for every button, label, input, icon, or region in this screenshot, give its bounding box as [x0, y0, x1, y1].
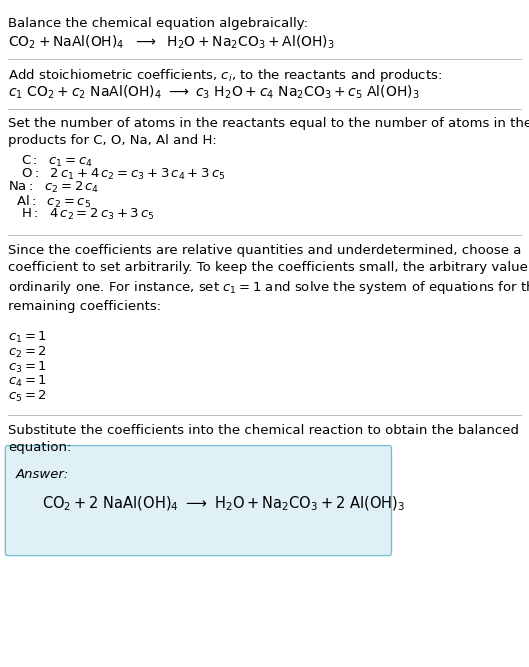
- FancyBboxPatch shape: [5, 446, 391, 556]
- Text: $\mathrm{CO_2 + NaAl(OH)_4 \ \ \longrightarrow \ \ H_2O + Na_2CO_3 + Al(OH)_3}$: $\mathrm{CO_2 + NaAl(OH)_4 \ \ \longrigh…: [8, 33, 335, 51]
- Text: $c_1\ \mathrm{CO_2} + c_2\ \mathrm{NaAl(OH)_4}\ \longrightarrow\ c_3\ \mathrm{H_: $c_1\ \mathrm{CO_2} + c_2\ \mathrm{NaAl(…: [8, 83, 419, 101]
- Text: $c_4 = 1$: $c_4 = 1$: [8, 374, 47, 390]
- Text: Add stoichiometric coefficients, $c_i$, to the reactants and products:: Add stoichiometric coefficients, $c_i$, …: [8, 67, 442, 84]
- Text: $\mathrm{Al:}\ \ c_2 = c_5$: $\mathrm{Al:}\ \ c_2 = c_5$: [16, 193, 91, 209]
- Text: Balance the chemical equation algebraically:: Balance the chemical equation algebraica…: [8, 17, 308, 30]
- Text: Since the coefficients are relative quantities and underdetermined, choose a
coe: Since the coefficients are relative quan…: [8, 244, 529, 313]
- Text: $\mathrm{CO_2 + 2\ NaAl(OH)_4\ \longrightarrow\ H_2O + Na_2CO_3 + 2\ Al(OH)_3}$: $\mathrm{CO_2 + 2\ NaAl(OH)_4\ \longrigh…: [42, 495, 406, 514]
- Text: Set the number of atoms in the reactants equal to the number of atoms in the
pro: Set the number of atoms in the reactants…: [8, 117, 529, 147]
- Text: Substitute the coefficients into the chemical reaction to obtain the balanced
eq: Substitute the coefficients into the che…: [8, 424, 519, 454]
- Text: $c_5 = 2$: $c_5 = 2$: [8, 389, 47, 404]
- Text: $\mathrm{O:}\ \ 2\,c_1 + 4\,c_2 = c_3 + 3\,c_4 + 3\,c_5$: $\mathrm{O:}\ \ 2\,c_1 + 4\,c_2 = c_3 + …: [21, 167, 226, 182]
- Text: $c_1 = 1$: $c_1 = 1$: [8, 330, 47, 346]
- Text: $\mathrm{Na:}\ \ c_2 = 2\,c_4$: $\mathrm{Na:}\ \ c_2 = 2\,c_4$: [8, 180, 99, 195]
- Text: Answer:: Answer:: [16, 468, 69, 481]
- Text: $\mathrm{H:}\ \ 4\,c_2 = 2\,c_3 + 3\,c_5$: $\mathrm{H:}\ \ 4\,c_2 = 2\,c_3 + 3\,c_5…: [21, 207, 155, 222]
- Text: $\mathrm{C:}\ \ c_1 = c_4$: $\mathrm{C:}\ \ c_1 = c_4$: [21, 153, 93, 169]
- Text: $c_2 = 2$: $c_2 = 2$: [8, 345, 47, 360]
- Text: $c_3 = 1$: $c_3 = 1$: [8, 360, 47, 375]
